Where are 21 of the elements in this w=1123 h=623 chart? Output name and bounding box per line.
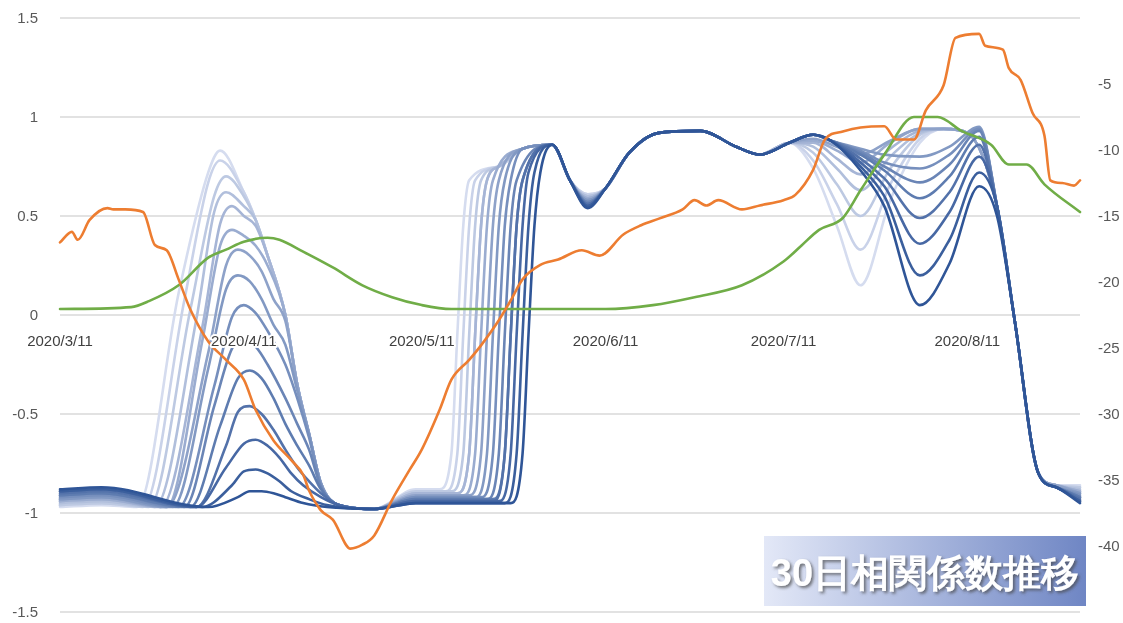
x-tick-label: 2020/3/11 <box>27 332 93 349</box>
x-tick-label: 2020/5/11 <box>388 332 455 349</box>
y2-tick-label: -30 <box>1098 405 1120 422</box>
x-tick-label: 2020/8/11 <box>934 332 1001 349</box>
y2-tick-label: -10 <box>1098 141 1120 158</box>
y-tick-label: 1.5 <box>17 9 38 26</box>
x-tick-label: 2020/6/11 <box>572 332 639 349</box>
y-tick-label: 1 <box>29 108 38 125</box>
y-tick-label: -1 <box>24 504 38 521</box>
x-tick-label: 2020/7/11 <box>750 332 817 349</box>
y2-tick-label: -15 <box>1098 207 1120 224</box>
y2-tick-label: -20 <box>1098 273 1120 290</box>
y2-tick-label: -25 <box>1098 339 1120 356</box>
y-tick-label: -0.5 <box>12 405 38 422</box>
y-tick-label: 0.5 <box>17 207 38 224</box>
y-tick-label: -1.5 <box>12 603 38 620</box>
y2-tick-label: -35 <box>1098 471 1120 488</box>
y2-tick-label: -5 <box>1098 75 1112 92</box>
y-tick-label: 0 <box>29 306 38 323</box>
annotation: 30日相関係数推移 <box>770 552 1080 594</box>
y2-tick-label: -40 <box>1098 537 1120 554</box>
